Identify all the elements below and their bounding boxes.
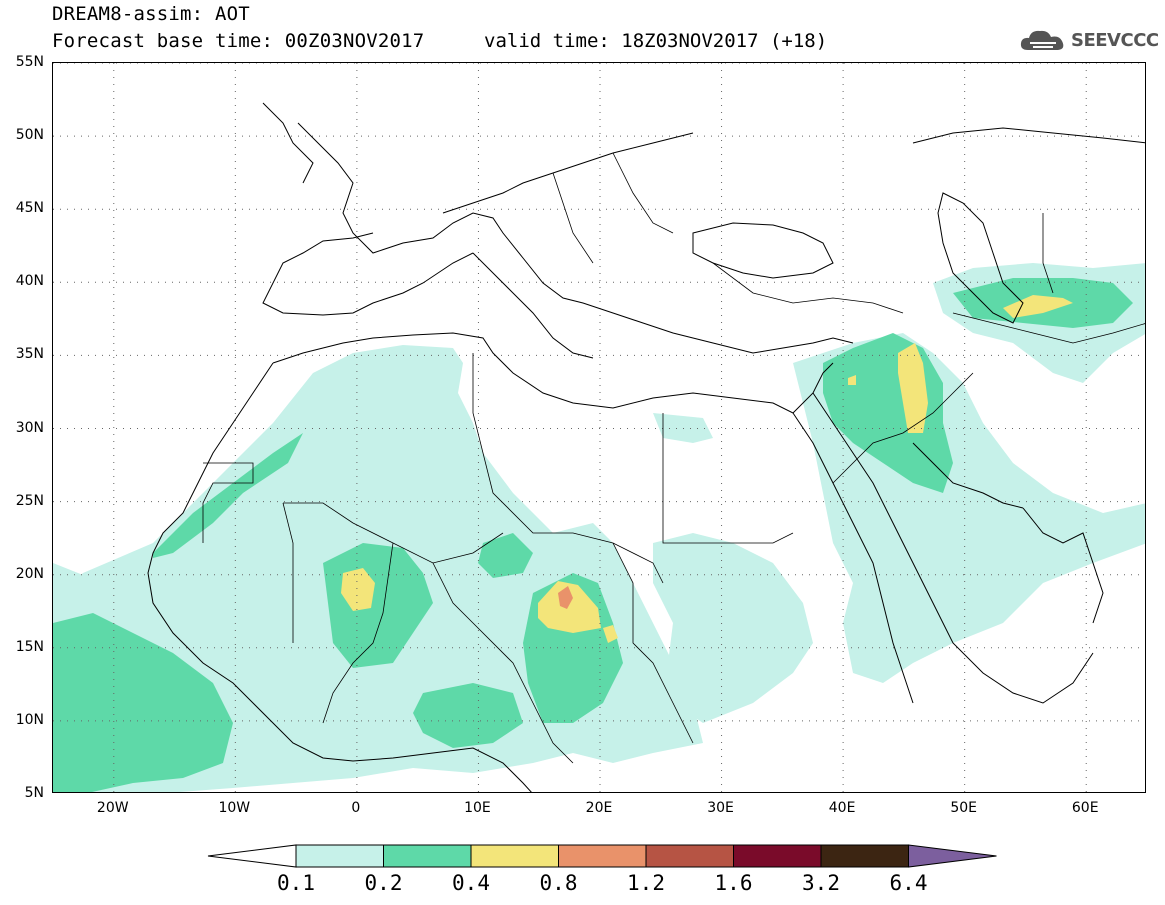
lat-label: 25N — [15, 492, 44, 509]
lat-label: 50N — [15, 127, 44, 144]
colorbar-label: 1.6 — [714, 871, 753, 895]
lat-label: 30N — [15, 419, 44, 436]
aot-contour-0.4 — [341, 295, 1073, 643]
map-gridlines — [53, 63, 1145, 792]
colorbar-label: 6.4 — [889, 871, 928, 895]
colorbar-label: 0.8 — [539, 871, 578, 895]
coastlines — [147, 102, 1145, 792]
cloud-icon — [1020, 30, 1064, 50]
colorbar-min-arrow — [207, 844, 297, 868]
lon-label: 10E — [464, 800, 491, 816]
lon-label: 20E — [585, 800, 613, 816]
aot-map — [53, 63, 1145, 792]
lat-label: 20N — [15, 565, 44, 582]
lon-label: 10W — [218, 800, 251, 816]
valid-time: valid time: 18Z03NOV2017 (+18) — [484, 30, 828, 52]
colorbar-label: 0.1 — [277, 871, 315, 895]
logo-text: SEEVCCC — [1071, 29, 1159, 51]
colorbar-label: 0.4 — [452, 871, 490, 895]
seevccc-logo: SEEVCCC — [1018, 24, 1159, 56]
lon-label: 20W — [96, 800, 129, 816]
lat-label: 35N — [15, 346, 44, 363]
lat-label: 55N — [15, 54, 44, 70]
colorbar-box — [645, 844, 734, 868]
lon-label: 40E — [828, 800, 856, 816]
colorbar-label: 0.2 — [364, 871, 403, 895]
forecast-base-time: Forecast base time: 00Z03NOV2017 — [52, 30, 425, 52]
lat-label: 45N — [15, 200, 44, 217]
aot-contour-0.8 — [558, 586, 573, 609]
lat-label: 10N — [15, 711, 44, 728]
lon-label: 60E — [1071, 800, 1099, 816]
colorbar-box — [820, 844, 909, 868]
colorbar-box — [470, 844, 559, 868]
chart-title: DREAM8-assim: AOT — [52, 3, 250, 25]
colorbar-label: 1.2 — [627, 871, 665, 895]
lat-label: 40N — [15, 273, 44, 290]
lat-label: 5N — [24, 785, 44, 801]
lon-label: 30E — [707, 800, 734, 816]
colorbar-box — [733, 844, 822, 868]
colorbar-box — [558, 844, 647, 868]
colorbar-max-arrow — [908, 844, 997, 868]
colorbar-box — [383, 844, 472, 868]
aot-contour-0.2 — [53, 278, 1133, 792]
lon-label: 0 — [351, 800, 361, 816]
colorbar-label: 3.2 — [802, 871, 840, 895]
lon-label: 50E — [950, 800, 977, 816]
map-frame — [52, 62, 1146, 793]
lat-label: 15N — [15, 638, 44, 655]
colorbar-box — [295, 844, 384, 868]
